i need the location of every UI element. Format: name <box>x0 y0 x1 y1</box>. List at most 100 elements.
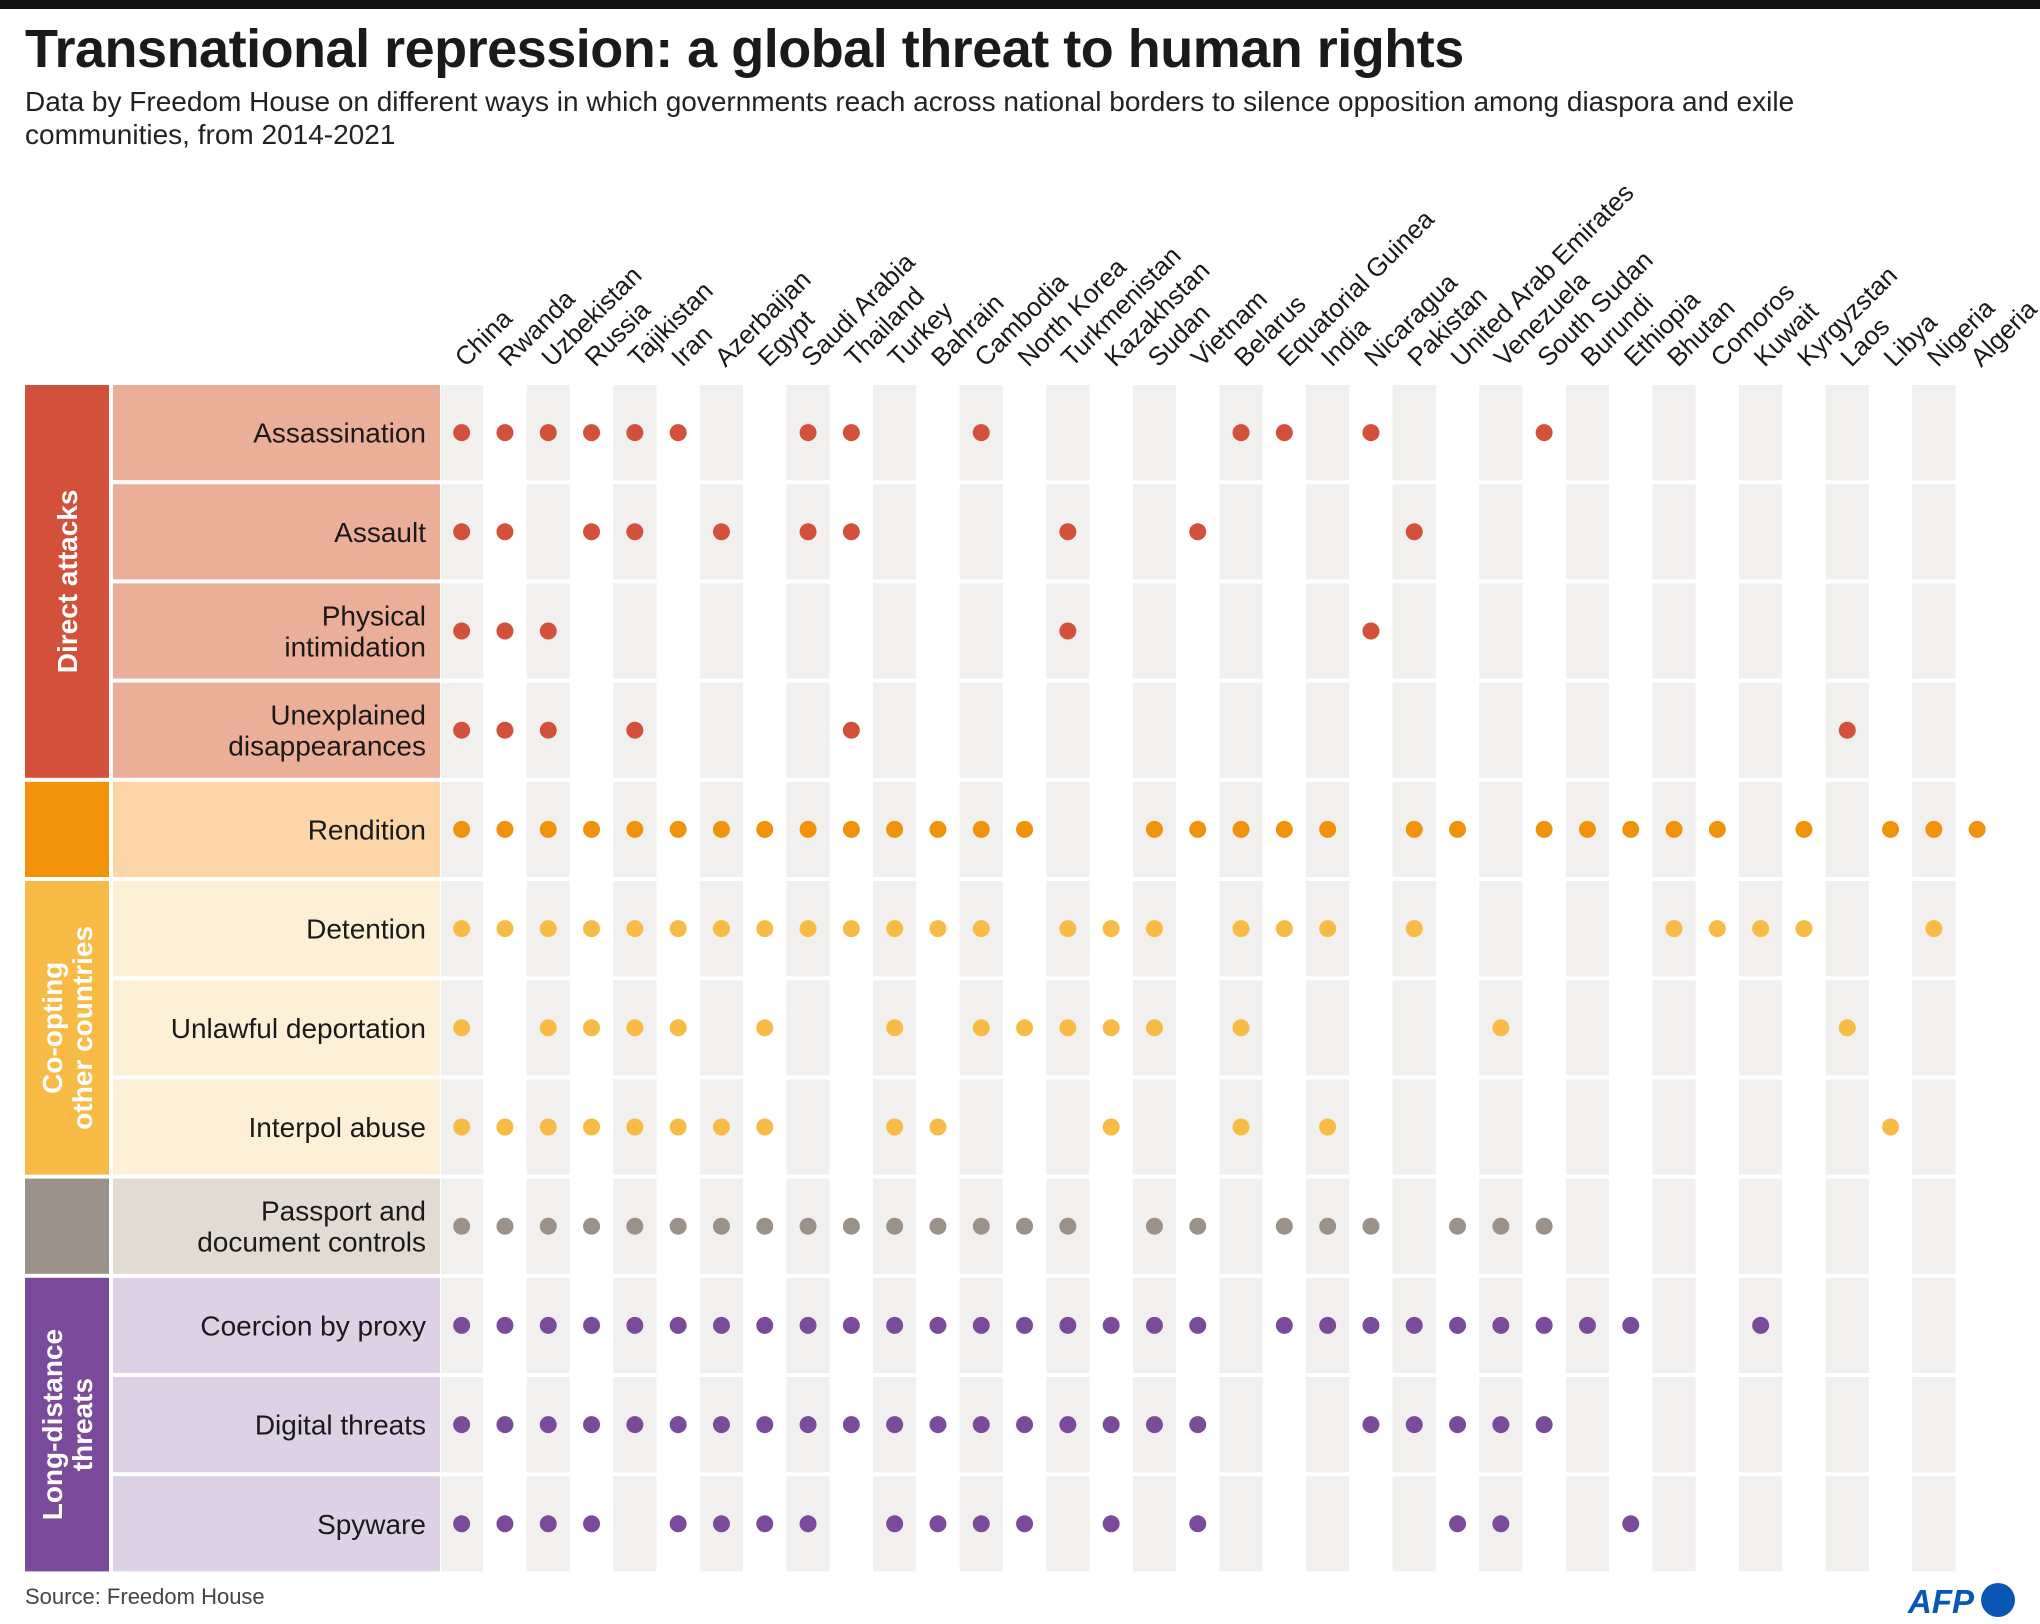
data-dot <box>1968 820 1986 838</box>
data-dot <box>712 920 730 938</box>
data-dot <box>1059 1019 1077 1037</box>
data-dot <box>972 1019 990 1037</box>
data-dot <box>1189 1515 1207 1533</box>
data-dot <box>1319 1316 1337 1334</box>
data-dot <box>1232 920 1250 938</box>
data-dot <box>539 920 557 938</box>
data-dot <box>496 721 514 739</box>
data-dot <box>1405 1316 1423 1334</box>
data-dot <box>583 1416 601 1434</box>
row-label-cell <box>113 1476 440 1572</box>
data-dot <box>1449 1515 1467 1533</box>
data-dot <box>583 820 601 838</box>
data-dot <box>583 1316 601 1334</box>
data-dot <box>453 1118 471 1136</box>
data-dot <box>1492 1316 1510 1334</box>
row-label-cell <box>113 385 440 481</box>
data-dot <box>626 523 644 541</box>
data-dot <box>1752 1316 1770 1334</box>
data-dot <box>669 424 687 442</box>
row-label: Spyware <box>317 1509 426 1540</box>
data-dot <box>1189 1217 1207 1235</box>
grid-divider <box>437 383 441 1574</box>
row-label: Assassination <box>253 418 426 449</box>
data-dot <box>626 1118 644 1136</box>
data-dot <box>1362 622 1380 640</box>
data-dot <box>1535 1416 1553 1434</box>
row-label-line: Digital threats <box>255 1410 426 1441</box>
data-dot <box>539 622 557 640</box>
data-dot <box>496 622 514 640</box>
data-dot <box>626 1019 644 1037</box>
data-dot <box>1622 820 1640 838</box>
row-label: Unlawful deportation <box>171 1013 426 1044</box>
row-label-line: intimidation <box>284 632 426 663</box>
data-dot <box>756 1118 774 1136</box>
data-dot <box>972 820 990 838</box>
data-dot <box>539 1118 557 1136</box>
data-dot <box>1319 1217 1337 1235</box>
row-label-cell <box>113 1277 440 1373</box>
data-dot <box>1622 1515 1640 1533</box>
data-dot <box>496 1316 514 1334</box>
row-label-line: Assassination <box>253 418 426 449</box>
data-dot <box>1059 523 1077 541</box>
data-dot <box>1708 920 1726 938</box>
data-dot <box>626 1217 644 1235</box>
data-dot <box>842 820 860 838</box>
data-dot <box>1319 920 1337 938</box>
data-dot <box>1492 1515 1510 1533</box>
data-dot <box>1665 820 1683 838</box>
data-dot <box>1319 1118 1337 1136</box>
data-dot <box>1189 1316 1207 1334</box>
data-dot <box>1752 920 1770 938</box>
top-rule <box>0 0 2040 9</box>
row-separator <box>25 877 1990 881</box>
row-label: Assault <box>334 517 426 548</box>
data-dot <box>539 424 557 442</box>
data-dot <box>669 1118 687 1136</box>
data-dot <box>1362 1316 1380 1334</box>
data-dot <box>1189 523 1207 541</box>
data-dot <box>453 1019 471 1037</box>
data-dot <box>1232 424 1250 442</box>
row-label: Passport and document controls <box>197 1196 426 1258</box>
data-dot <box>1189 1416 1207 1434</box>
data-dot <box>1882 1118 1900 1136</box>
group-label-line: threats <box>67 1378 98 1471</box>
data-dot <box>1145 1217 1163 1235</box>
data-dot <box>669 920 687 938</box>
data-dot <box>539 1217 557 1235</box>
chart-title: Transnational repression: a global threa… <box>25 19 1464 79</box>
data-dot <box>972 1416 990 1434</box>
data-dot <box>799 523 817 541</box>
data-dot <box>1102 1316 1120 1334</box>
row-separator <box>25 1174 1990 1179</box>
data-dot <box>1492 1217 1510 1235</box>
data-dot <box>583 1118 601 1136</box>
row-label-line: Unlawful deportation <box>171 1013 426 1044</box>
data-dot <box>1405 1416 1423 1434</box>
data-dot <box>756 920 774 938</box>
data-dot <box>1362 1416 1380 1434</box>
data-dot <box>1882 820 1900 838</box>
data-dot <box>626 920 644 938</box>
row-label-cell <box>113 583 440 679</box>
data-dot <box>886 920 904 938</box>
row-label: Digital threats <box>255 1410 426 1441</box>
row-separator <box>25 381 1990 385</box>
row-label: Coercion by proxy <box>200 1310 426 1341</box>
data-dot <box>1059 1217 1077 1235</box>
data-dot <box>1362 1217 1380 1235</box>
data-dot <box>712 1515 730 1533</box>
data-dot <box>972 1217 990 1235</box>
data-dot <box>539 1316 557 1334</box>
row-label-line: Unexplained <box>270 700 426 731</box>
data-dot <box>496 1217 514 1235</box>
data-dot <box>799 1316 817 1334</box>
data-dot <box>842 424 860 442</box>
data-dot <box>1145 1416 1163 1434</box>
data-dot <box>929 1416 947 1434</box>
data-dot <box>929 1316 947 1334</box>
